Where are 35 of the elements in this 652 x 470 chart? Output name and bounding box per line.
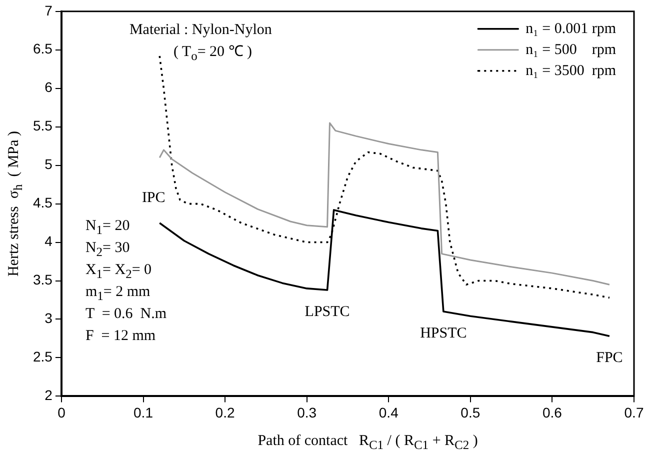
- x-tick-label: 0.7: [624, 404, 644, 420]
- y-tick-label: 2: [44, 387, 53, 404]
- annotation: m$_{1}$= 2 mm: [85, 284, 150, 304]
- y-tick-label: 5.5: [32, 118, 53, 134]
- annotation: X$_{1}$= X$_{2}$= 0: [85, 262, 152, 282]
- annotation: T = 0.6 N.m: [85, 306, 167, 322]
- annotation: HPSTC: [420, 325, 467, 342]
- y-tick-label: 5: [44, 156, 53, 172]
- x-tick-label: 0.5: [460, 404, 480, 420]
- y-tick-label: 6: [44, 79, 53, 96]
- y-tick-label: 7: [44, 2, 53, 18]
- x-tick-label: 0.1: [134, 404, 154, 420]
- y-tick-label: 3.5: [32, 272, 53, 288]
- y-tick-label: 3: [44, 310, 53, 326]
- legend-label: n₁ = 3500 rpm: [526, 62, 616, 79]
- y-tick-label: 4.5: [32, 194, 53, 211]
- annotation: IPC: [142, 190, 166, 206]
- annotation: N$_{1}$= 20: [85, 218, 130, 238]
- annotation: F = 12 mm: [85, 328, 156, 344]
- x-tick-label: 0.2: [215, 404, 235, 420]
- annotation: LPSTC: [304, 304, 350, 320]
- x-tick-label: 0.3: [297, 404, 317, 420]
- x-axis-title: Path of contact R$_{C1}$ / ( R$_{C1}$ + R$_{C2}$ ): [258, 433, 478, 452]
- annotation: ( T$_{o}$= 20 ℃ ): [173, 44, 252, 64]
- legend-label: n₁ = 0.001 rpm: [526, 20, 616, 37]
- x-tick-label: 0: [58, 404, 66, 420]
- annotation: FPC: [596, 350, 623, 366]
- y-tick-label: 2.5: [32, 348, 53, 365]
- annotation: N$_{2}$= 30: [85, 240, 130, 260]
- x-tick-label: 0.4: [378, 404, 399, 420]
- y-tick-label: 6.5: [32, 40, 53, 57]
- y-tick-label: 4: [44, 233, 53, 250]
- x-tick-label: 0.6: [542, 404, 562, 420]
- legend-label: n₁ = 500 rpm: [526, 42, 616, 58]
- annotation: Material : Nylon-Nylon: [129, 22, 272, 38]
